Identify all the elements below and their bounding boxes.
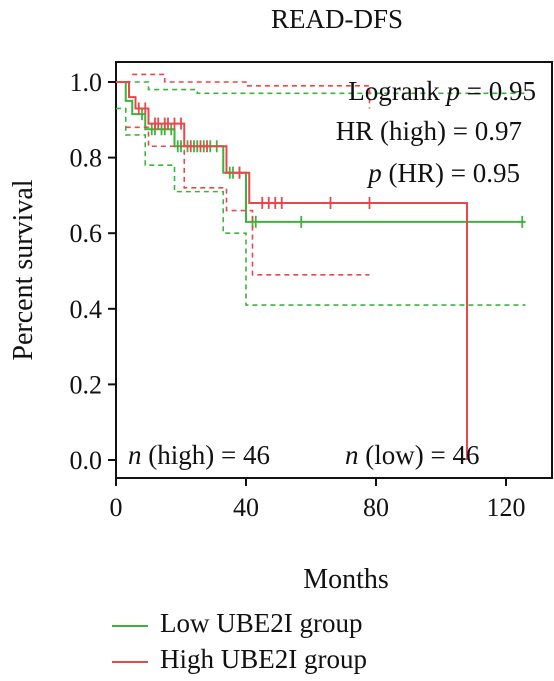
- x-axis-label: Months: [303, 564, 389, 595]
- chart-title: READ-DFS: [270, 4, 404, 34]
- x-tick-label: 80: [363, 493, 389, 522]
- ci-line-high-lower: [125, 126, 370, 276]
- annotation-hr: HR (high) = 0.97: [336, 116, 522, 146]
- legend-swatch-low: [112, 624, 148, 627]
- legend-item-high: High UBE2I group: [112, 644, 367, 674]
- annotation-n-low: n (low) = 46: [345, 440, 479, 470]
- y-tick-label: 0.2: [70, 370, 103, 399]
- y-tick-label: 0.4: [70, 295, 103, 324]
- y-tick-label: 0.6: [70, 219, 103, 248]
- annotation-n-high: n (high) = 46: [128, 440, 270, 470]
- legend-item-low: Low UBE2I group: [112, 608, 362, 638]
- legend-label-low: Low UBE2I group: [160, 608, 363, 638]
- y-axis-label: Percent survival: [8, 179, 39, 360]
- ci-line-low-lower: [116, 107, 526, 306]
- plot-frame: [115, 61, 553, 479]
- legend-swatch-high: [112, 660, 148, 663]
- ci-line-high-upper: [132, 73, 371, 109]
- x-tick-label: 0: [110, 493, 123, 522]
- legend-label-high: High UBE2I group: [160, 644, 367, 674]
- ci-line-low-upper: [125, 81, 527, 95]
- annotation-logrank: Logrank p = 0.95: [348, 76, 536, 106]
- x-tick-label: 40: [233, 493, 259, 522]
- y-tick-label: 0.0: [70, 446, 103, 475]
- x-tick-label: 120: [487, 493, 526, 522]
- y-tick-label: 0.8: [70, 144, 103, 173]
- y-tick-label: 1.0: [70, 68, 103, 97]
- survival-line-high: [116, 81, 468, 460]
- annotation-p-hr: p (HR) = 0.95: [366, 158, 520, 188]
